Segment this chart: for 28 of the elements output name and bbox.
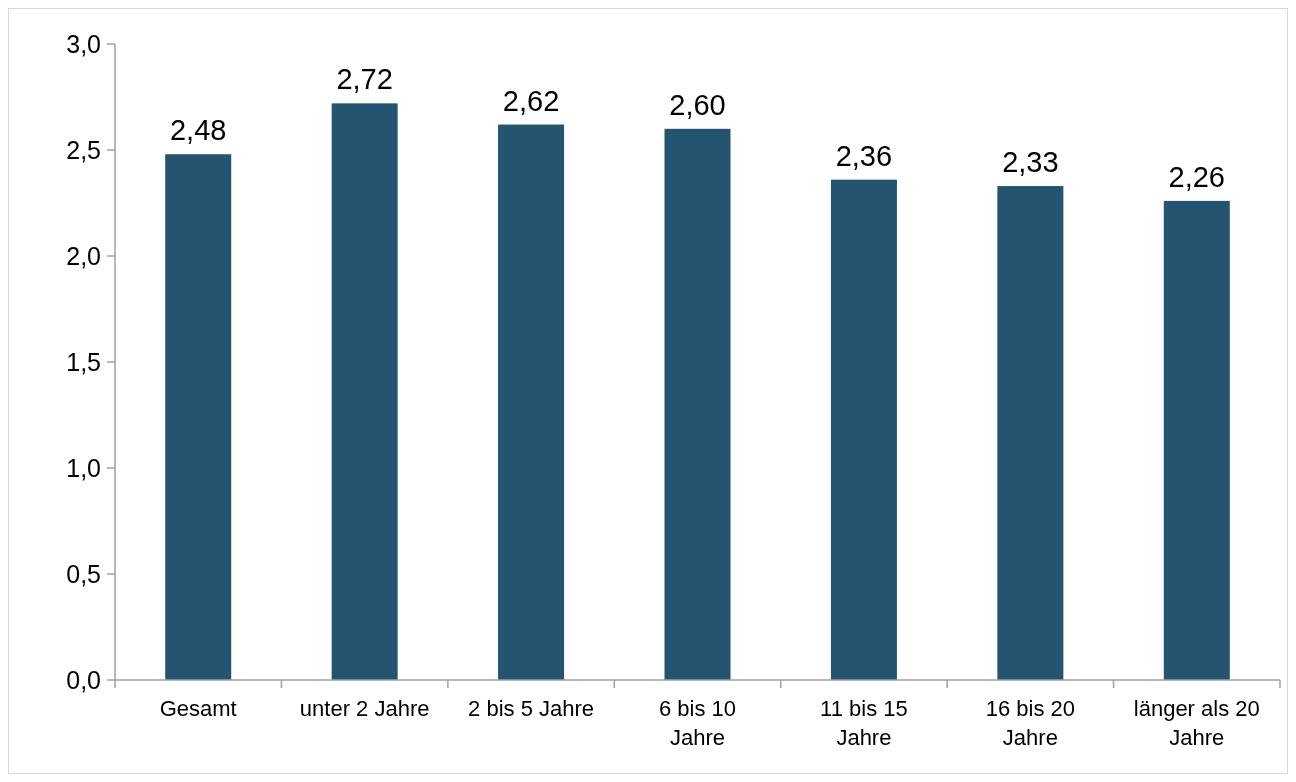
y-tick-label: 0,5 — [66, 559, 101, 588]
data-label: 2,62 — [502, 84, 560, 117]
data-label: 2,33 — [1002, 146, 1059, 179]
y-tick-label: 0,0 — [66, 665, 101, 694]
bar — [997, 186, 1064, 680]
y-tick-label: 2,0 — [66, 241, 101, 270]
x-tick-label: Gesamt — [159, 696, 237, 721]
bar — [664, 128, 731, 680]
data-label: 2,26 — [1168, 160, 1226, 193]
data-label: 2,72 — [336, 63, 393, 96]
y-tick-label: 1,0 — [66, 453, 101, 482]
data-label: 2,48 — [169, 114, 227, 147]
bar — [498, 124, 565, 680]
data-label: 2,36 — [835, 139, 893, 172]
bar — [165, 154, 232, 680]
bar — [830, 179, 897, 680]
data-label: 2,60 — [669, 88, 726, 121]
bar — [1163, 200, 1230, 680]
x-tick-label: 6 bis 10 Jahre — [658, 696, 737, 750]
x-tick-label: unter 2 Jahre — [299, 696, 430, 721]
y-tick-label: 2,5 — [66, 135, 101, 164]
y-tick-label: 3,0 — [66, 29, 101, 58]
x-tick-label: 11 bis 15 Jahre — [820, 696, 908, 750]
y-tick-label: 1,5 — [66, 347, 101, 376]
bar — [331, 103, 398, 680]
x-tick-label: länger als 20 Jahre — [1133, 696, 1260, 750]
x-tick-label: 2 bis 5 Jahre — [468, 696, 595, 721]
x-tick-label: 16 bis 20 Jahre — [985, 696, 1076, 750]
